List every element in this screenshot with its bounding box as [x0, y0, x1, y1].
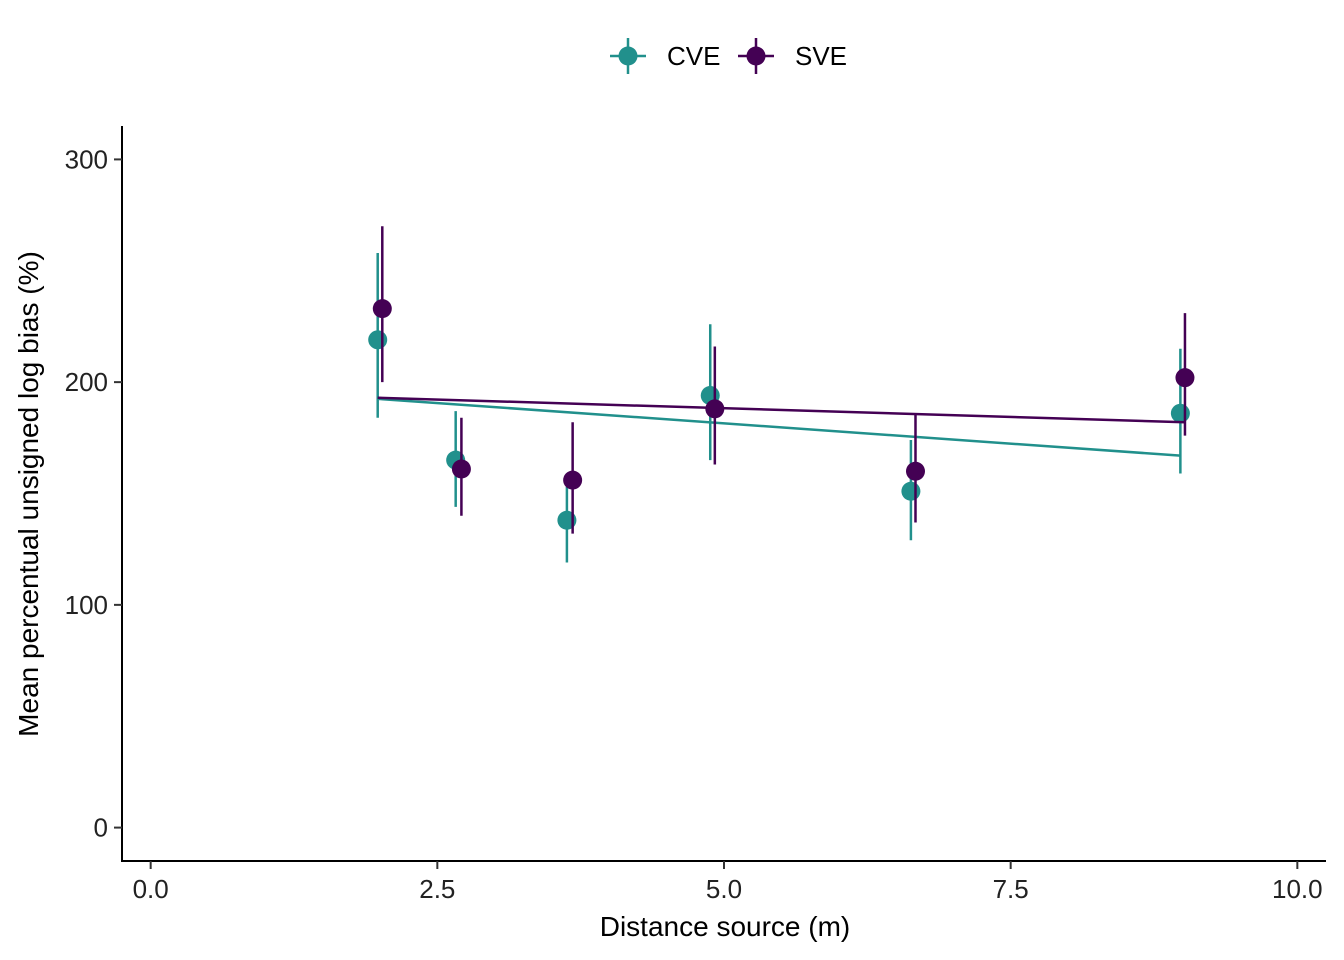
legend-item-cve: CVE: [610, 38, 720, 74]
y-tick-label: 100: [65, 590, 108, 620]
x-tick-label: 5.0: [706, 874, 742, 904]
x-tick-label: 2.5: [419, 874, 455, 904]
legend-key-cve-point: [618, 46, 638, 66]
legend: CVE SVE: [610, 38, 847, 74]
x-tick-label: 10.0: [1272, 874, 1323, 904]
sve-trend-line: [377, 396, 1185, 424]
x-ticks: 0.0 2.5 5.0 7.5 10.0: [133, 861, 1323, 904]
cve-point: [901, 481, 921, 501]
sve-point: [563, 470, 583, 490]
legend-item-sve: SVE: [738, 38, 847, 74]
sve-point: [905, 461, 925, 481]
axes: 0 100 200 300 0.0 2.5 5.0 7.5 10.0: [65, 126, 1326, 904]
sve-point: [372, 299, 392, 319]
legend-label-cve: CVE: [667, 41, 720, 71]
cve-trend-line: [377, 397, 1181, 457]
y-tick-label: 200: [65, 367, 108, 397]
legend-label-sve: SVE: [795, 41, 847, 71]
y-ticks: 0 100 200 300: [65, 144, 122, 843]
cve-point: [368, 330, 388, 350]
x-axis-title: Distance source (m): [600, 911, 851, 942]
x-tick-label: 0.0: [133, 874, 169, 904]
y-axis-title: Mean percentual unsigned log bias (%): [13, 251, 44, 737]
plot-area: [368, 226, 1195, 563]
sve-point: [1175, 368, 1195, 388]
sve-point: [705, 399, 725, 419]
sve-point: [451, 459, 471, 479]
y-tick-label: 0: [94, 813, 108, 843]
sve-series: [372, 226, 1195, 534]
x-tick-label: 7.5: [993, 874, 1029, 904]
legend-key-sve-point: [746, 46, 766, 66]
cve-point: [1170, 403, 1190, 423]
cve-series: [368, 252, 1190, 563]
y-tick-label: 300: [65, 144, 108, 174]
